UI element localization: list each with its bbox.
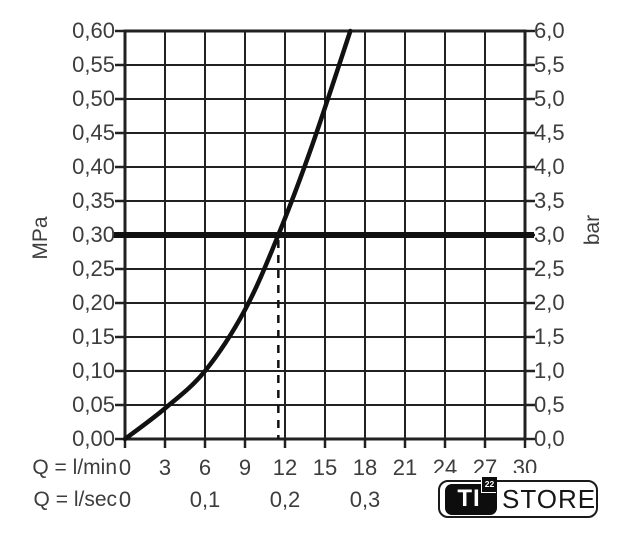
logo-background-panel: TI 22 STORE <box>433 473 624 535</box>
flow-curve <box>122 28 353 442</box>
ti-logo-text: TI <box>457 485 481 512</box>
ti-logo-superscript: 22 <box>482 476 497 492</box>
ti-logo-mark: TI 22 <box>445 476 497 515</box>
ti-store-logo: TI 22 STORE <box>438 476 598 518</box>
store-logo-text: STORE <box>502 484 597 514</box>
